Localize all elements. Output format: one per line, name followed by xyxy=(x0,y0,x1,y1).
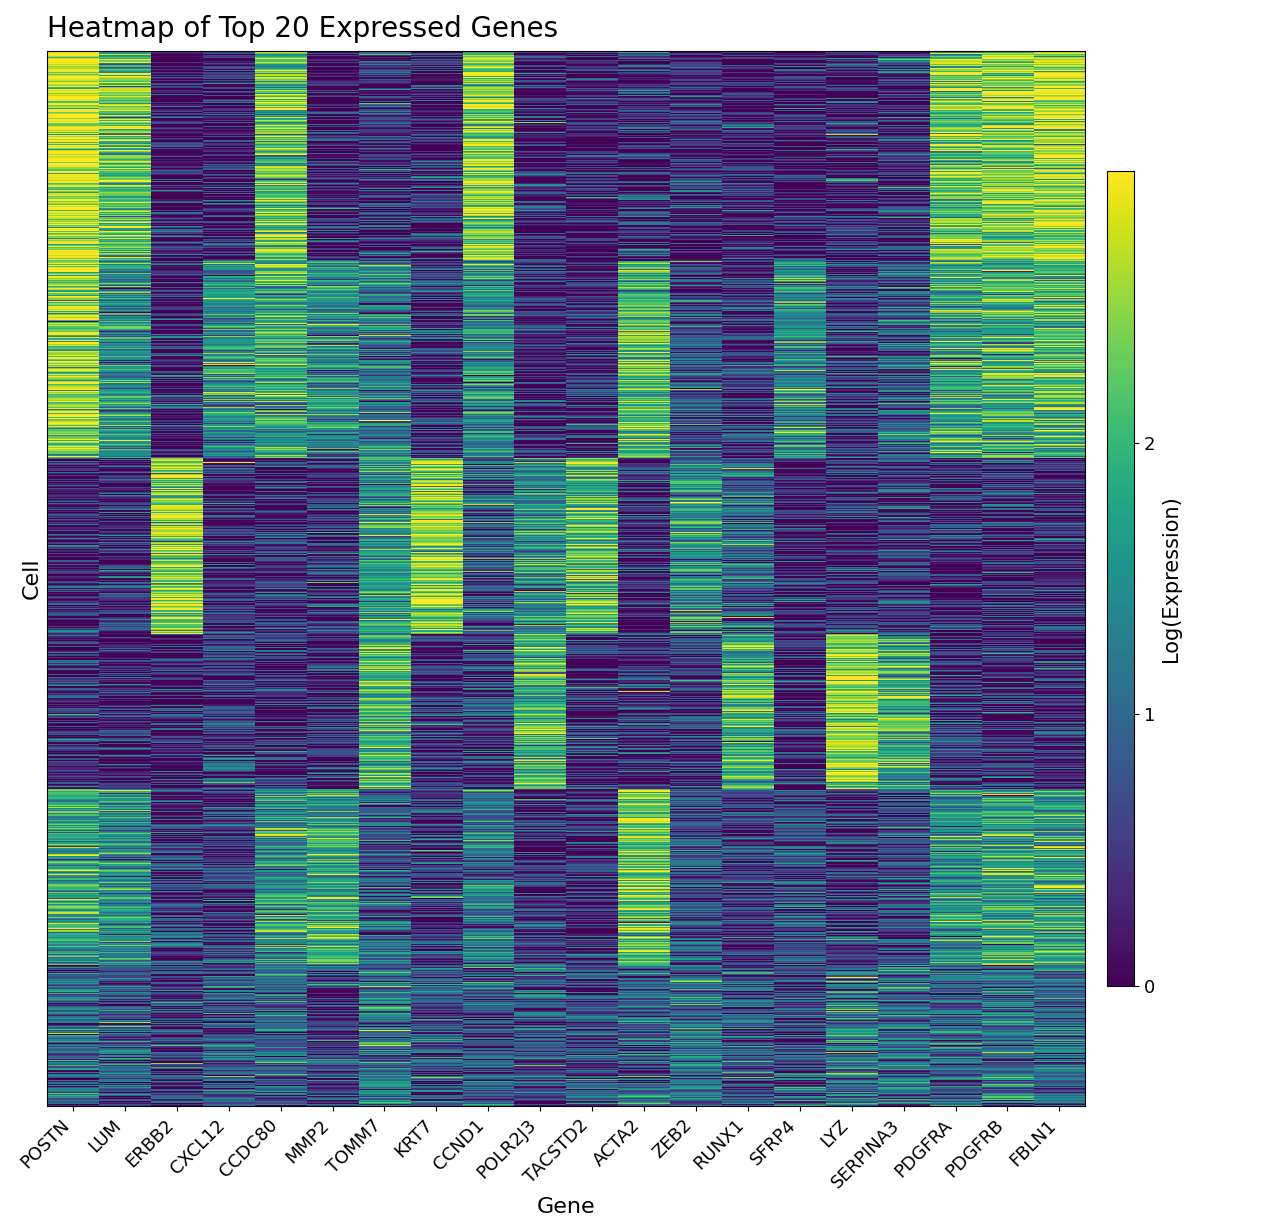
Y-axis label: Log(Expression): Log(Expression) xyxy=(1161,495,1181,662)
Text: Heatmap of Top 20 Expressed Genes: Heatmap of Top 20 Expressed Genes xyxy=(48,15,558,43)
X-axis label: Gene: Gene xyxy=(536,1198,595,1217)
Y-axis label: Cell: Cell xyxy=(22,558,41,600)
